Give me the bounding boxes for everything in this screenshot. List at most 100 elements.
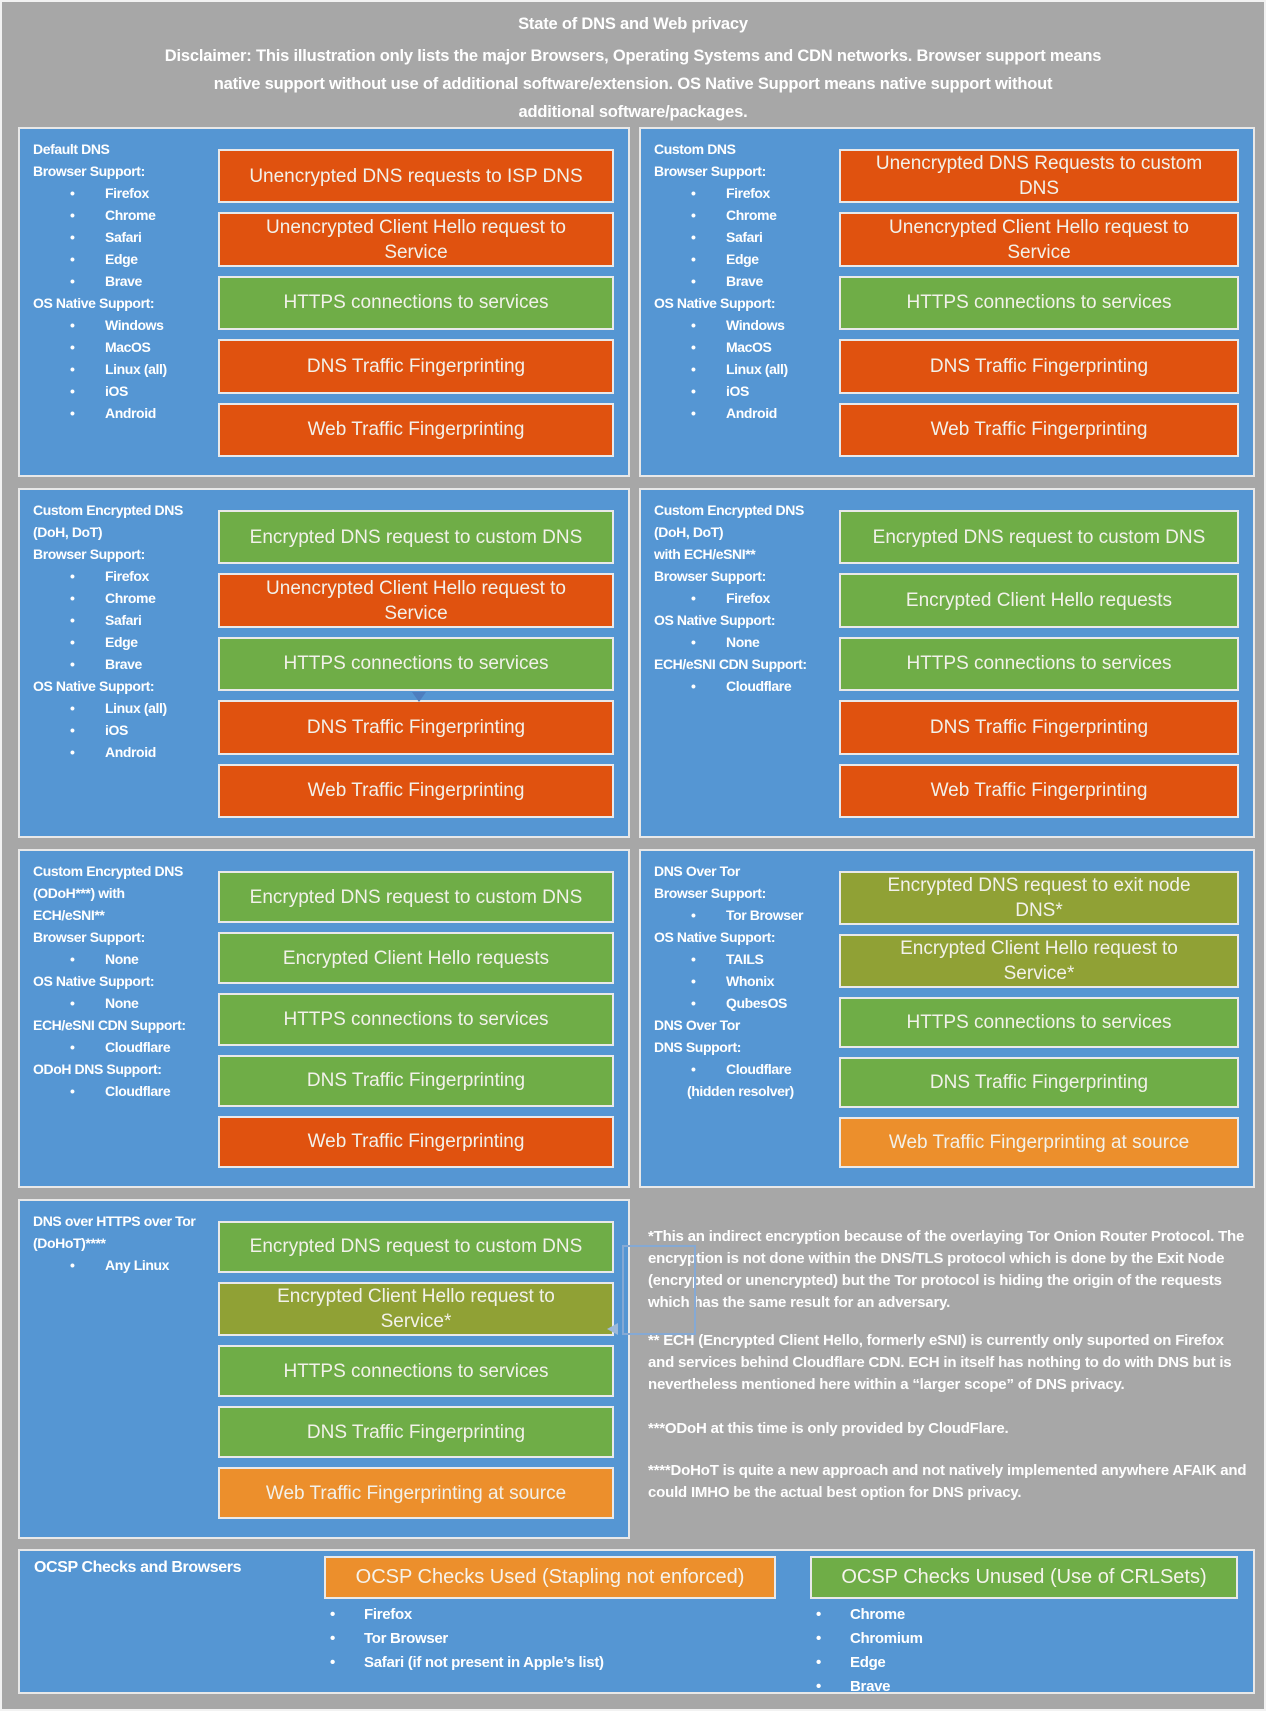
- list-bullet-item: MacOS: [33, 336, 225, 358]
- sidebar-label: OS Native Support:: [33, 678, 155, 694]
- sidebar-title: (DoH, DoT): [654, 524, 724, 540]
- panel-dohot: DNS over HTTPS over Tor (DoHoT)**** Any Li…: [18, 1199, 630, 1539]
- panel-sidebar: Default DNS Browser Support: FirefoxChrome…: [33, 138, 225, 424]
- sidebar-label: ECH/eSNI CDN Support:: [654, 656, 807, 672]
- list-bullet-item: Tor Browser: [324, 1627, 764, 1651]
- list-bullet-item: Safari: [654, 226, 846, 248]
- status-bar-good: HTTPS connections to services: [839, 636, 1239, 692]
- status-bar-bad: DNS Traffic Fingerprinting: [839, 339, 1239, 394]
- status-bar-bad: Web Traffic Fingerprinting: [218, 1115, 614, 1169]
- list-bullet-item: Safari: [33, 609, 225, 631]
- list-bullet-item: Tor Browser: [654, 904, 846, 926]
- sidebar-label: Browser Support:: [654, 163, 766, 179]
- list-bullet-item: iOS: [33, 719, 225, 741]
- status-bar-good: Encrypted DNS request to custom DNS: [218, 510, 614, 565]
- sidebar-title: (DoH, DoT): [33, 524, 103, 540]
- list-bullet-item: Cloudflare: [33, 1036, 225, 1058]
- sidebar-title: (DoHoT)****: [33, 1235, 106, 1251]
- status-bar-bad: Unencrypted Client Hello request to Serv…: [839, 212, 1239, 267]
- status-bar-good: Encrypted Client Hello requests: [218, 932, 614, 985]
- panel-custom-dns: Custom DNS Browser Support: FirefoxChromeS…: [639, 127, 1255, 477]
- list-bullet-item: Android: [33, 741, 225, 763]
- status-bar-bad: Web Traffic Fingerprinting: [218, 402, 614, 458]
- sidebar-label: Browser Support:: [33, 546, 145, 562]
- status-bar-bad: Unencrypted Client Hello request to Serv…: [218, 212, 614, 267]
- disclaimer-line: additional software/packages.: [518, 103, 748, 121]
- panel-ocsp-checks: OCSP Checks and Browsers OCSP Checks Use…: [18, 1549, 1255, 1699]
- list-bullet-item: Chromium: [810, 1627, 1240, 1651]
- status-bar-good: DNS Traffic Fingerprinting: [218, 1054, 614, 1107]
- ocsp-title: OCSP Checks and Browsers: [34, 1559, 242, 1576]
- status-bar-bad: Unencrypted Client Hello request to Serv…: [218, 573, 614, 628]
- status-bar-bad: DNS Traffic Fingerprinting: [218, 339, 614, 394]
- list-bullet-item: Safari: [33, 226, 225, 248]
- panel-bars: Encrypted DNS request to custom DNS Encry…: [218, 871, 614, 1169]
- list-bullet-item: Linux (all): [33, 358, 225, 380]
- status-bar-good: HTTPS connections to services: [218, 636, 614, 692]
- list-bullet-item: Brave: [810, 1675, 1240, 1699]
- panel-bars: Encrypted DNS request to custom DNS Unenc…: [218, 510, 614, 819]
- footnote: ***ODoH at this time is only provided by…: [648, 1420, 1009, 1437]
- ocsp-used-bar: OCSP Checks Used (Stapling not enforced): [324, 1556, 776, 1599]
- list-bullet-item: Edge: [33, 248, 225, 270]
- panel-bars: Unencrypted DNS Requests to custom DNS Un…: [839, 149, 1239, 458]
- sidebar-label: ECH/eSNI CDN Support:: [33, 1017, 186, 1033]
- list-bullet-item: Linux (all): [654, 358, 846, 380]
- list-bullet-item: Firefox: [324, 1603, 764, 1627]
- list-bullet-item: Firefox: [33, 565, 225, 587]
- panel-dns-over-tor: DNS Over Tor Browser Support: Tor Browser O…: [639, 849, 1255, 1188]
- status-bar-bad: Web Traffic Fingerprinting: [218, 763, 614, 819]
- list-bullet-item: QubesOS: [654, 992, 846, 1014]
- panel-sidebar: DNS over HTTPS over Tor (DoHoT)**** Any Li…: [33, 1210, 225, 1276]
- list-bullet-item: Cloudflare: [33, 1080, 225, 1102]
- list-bullet-item: iOS: [33, 380, 225, 402]
- sidebar-sub: (hidden resolver): [687, 1083, 794, 1099]
- footnotes-block: *This an indirect encryption because of …: [648, 1212, 1248, 1532]
- status-bar-good: HTTPS connections to services: [218, 993, 614, 1046]
- status-bar-good: Encrypted DNS request to custom DNS: [839, 510, 1239, 565]
- sidebar-label: Browser Support:: [33, 163, 145, 179]
- list-bullet-item: iOS: [654, 380, 846, 402]
- page-title: State of DNS and Web privacy: [518, 15, 748, 33]
- sidebar-label: OS Native Support:: [654, 929, 776, 945]
- list-bullet-item: Whonix: [654, 970, 846, 992]
- status-bar-bad: Unencrypted DNS Requests to custom DNS: [839, 149, 1239, 204]
- list-bullet-item: Safari (if not present in Apple’s list): [324, 1651, 764, 1675]
- callout-rectangle: [622, 1245, 696, 1335]
- left-arrow-icon: [607, 1323, 618, 1335]
- sidebar-title: Custom Encrypted DNS: [654, 502, 804, 518]
- status-bar-mid: Encrypted Client Hello request to Servic…: [218, 1281, 614, 1337]
- status-bar-good: Encrypted DNS request to custom DNS: [218, 1221, 614, 1273]
- list-bullet-item: Chrome: [810, 1603, 1240, 1627]
- list-bullet-item: Brave: [33, 270, 225, 292]
- down-triangle-icon: [412, 692, 426, 702]
- list-bullet-item: Edge: [810, 1651, 1240, 1675]
- list-bullet-item: Chrome: [33, 204, 225, 226]
- list-bullet-item: Brave: [654, 270, 846, 292]
- panel-default-dns: Default DNS Browser Support: FirefoxChrome…: [18, 127, 630, 477]
- panel-sidebar: Custom Encrypted DNS (ODoH***) with ECH/eS…: [33, 860, 225, 1102]
- list-bullet-item: None: [654, 631, 846, 653]
- list-bullet-item: Android: [33, 402, 225, 424]
- status-bar-bad: Web Traffic Fingerprinting: [839, 763, 1239, 819]
- panel-bars: Encrypted DNS request to custom DNS Encry…: [839, 510, 1239, 819]
- panel-bars: Encrypted DNS request to custom DNS Encry…: [218, 1221, 614, 1520]
- list-bullet-item: MacOS: [654, 336, 846, 358]
- disclaimer-line: Disclaimer: This illustration only lists…: [164, 47, 1102, 65]
- sidebar-label: OS Native Support:: [33, 973, 155, 989]
- status-bar-mid: Encrypted Client Hello request to Servic…: [839, 934, 1239, 989]
- sidebar-title: Custom DNS: [654, 141, 736, 157]
- footnote: ****DoHoT is quite a new approach and no…: [648, 1462, 1247, 1501]
- ocsp-unused-bar: OCSP Checks Unused (Use of CRLSets): [810, 1556, 1238, 1599]
- list-bullet-item: Chrome: [654, 204, 846, 226]
- list-bullet-item: Any Linux: [33, 1254, 225, 1276]
- ocsp-used-browser-list: FirefoxTor BrowserSafari (if not present…: [324, 1603, 764, 1675]
- list-bullet-item: None: [33, 948, 225, 970]
- status-bar-bad: DNS Traffic Fingerprinting: [218, 700, 614, 755]
- list-bullet-item: Firefox: [654, 182, 846, 204]
- ocsp-unused-browser-list: ChromeChromiumEdgeBrave: [810, 1603, 1240, 1699]
- footnote: *This an indirect encryption because of …: [648, 1228, 1245, 1311]
- panel-bars: Unencrypted DNS requests to ISP DNS Unenc…: [218, 149, 614, 458]
- list-bullet-item: TAILS: [654, 948, 846, 970]
